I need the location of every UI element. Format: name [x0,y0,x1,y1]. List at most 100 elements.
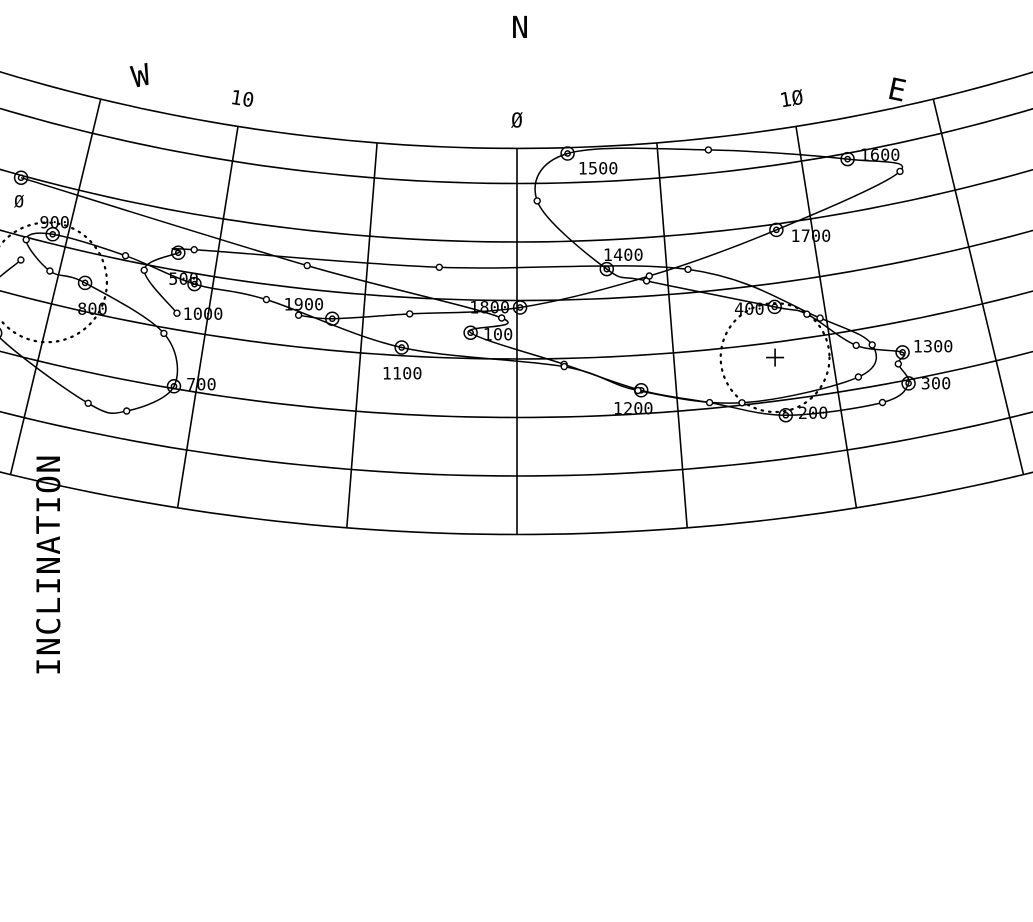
data-point [190,245,198,254]
epoch-label: 900 [39,213,70,233]
epoch-marker [767,299,782,315]
epoch-marker-core [17,174,25,182]
epoch-label: 1500 [578,160,619,180]
data-point [173,309,181,317]
epoch-marker [166,379,182,394]
secular-variation-curve [0,232,878,415]
y-axis-title: INCLINATION [30,454,68,677]
epoch-marker-core [899,349,906,356]
data-point [435,263,443,271]
epoch-marker [599,261,615,277]
epoch-marker [778,407,794,423]
data-point [533,197,541,205]
epoch-marker-core [81,279,89,287]
epoch-label: 1700 [790,227,831,247]
data-point [84,399,92,407]
confidence-circle [0,221,108,344]
epoch-label: 1800 [469,299,510,319]
epoch-marker-core [782,411,790,419]
epoch-label: 100 [483,326,514,346]
declination-tick-label: 1Ø [778,85,806,112]
epoch-label: 1900 [283,296,324,316]
epoch-marker-core [771,303,779,311]
epoch-marker [171,245,186,261]
epoch-marker [769,222,784,238]
compass-east: E [885,72,910,110]
epoch-marker [394,340,409,355]
epoch-marker-core [49,230,57,238]
data-point [406,310,414,318]
epoch-marker [895,345,910,360]
curves-layer [0,147,910,416]
epoch-marker [463,325,478,340]
epoch-label: 700 [186,375,217,395]
data-point [17,256,25,264]
grid-arc [0,70,1033,150]
epoch-label: 300 [921,374,952,394]
data-point [46,267,54,275]
epoch-marker-core [191,280,198,288]
grid-meridian [9,98,102,475]
epoch-marker-core [170,382,178,390]
epoch-label: 1300 [913,337,954,357]
epoch-marker-core [398,344,406,351]
epoch-label: 400 [734,300,765,320]
epoch-marker [187,276,202,292]
compass-north: N [511,11,529,46]
data-point [262,295,271,304]
data-point [140,266,148,274]
data-point [896,167,904,176]
points-layer [0,146,916,423]
data-point [498,314,506,322]
grid-layer [0,70,1033,536]
epoch-marker-core [773,226,780,234]
data-point [121,251,130,260]
grid-meridian [176,126,239,508]
epoch-label: 1400 [603,246,644,266]
epoch-marker [512,300,528,315]
data-point [816,314,824,322]
grid-meridian [795,126,858,508]
epoch-marker-core [516,304,524,311]
epoch-marker-core [174,249,182,257]
epoch-marker [77,275,93,291]
data-point [738,399,746,407]
data-point [803,310,811,318]
epoch-label: 1200 [613,399,654,419]
epoch-marker-core [905,380,912,387]
data-point [160,329,168,338]
epoch-label: 500 [168,270,199,290]
data-point [894,360,902,368]
data-point [868,341,876,349]
data-point [303,261,311,270]
data-point [878,398,887,407]
data-point [852,341,860,350]
data-point [634,386,642,395]
epoch-label: 200 [798,404,829,424]
epoch-label: Ø [14,193,24,213]
epoch-marker-core [328,315,336,323]
data-point [705,398,714,407]
epoch-label: 1000 [183,305,224,325]
declination-tick-label: 10 [229,85,257,112]
epoch-marker-core [603,265,611,273]
data-point [684,265,692,274]
epoch-marker [45,227,60,242]
grid-meridian [932,98,1025,475]
epoch-label: 800 [77,300,108,320]
epoch-label: 1100 [382,365,423,385]
data-point [645,272,653,280]
epoch-marker [901,376,916,391]
secular-variation-curve [20,147,910,416]
data-point [294,311,303,319]
epoch-marker [840,151,855,167]
epoch-marker [325,311,340,326]
epoch-marker-core [844,155,851,163]
epoch-marker-core [467,329,474,337]
data-point [704,146,713,154]
declination-tick-label: Ø [511,108,523,132]
epoch-marker [0,327,3,339]
data-point [560,362,568,371]
